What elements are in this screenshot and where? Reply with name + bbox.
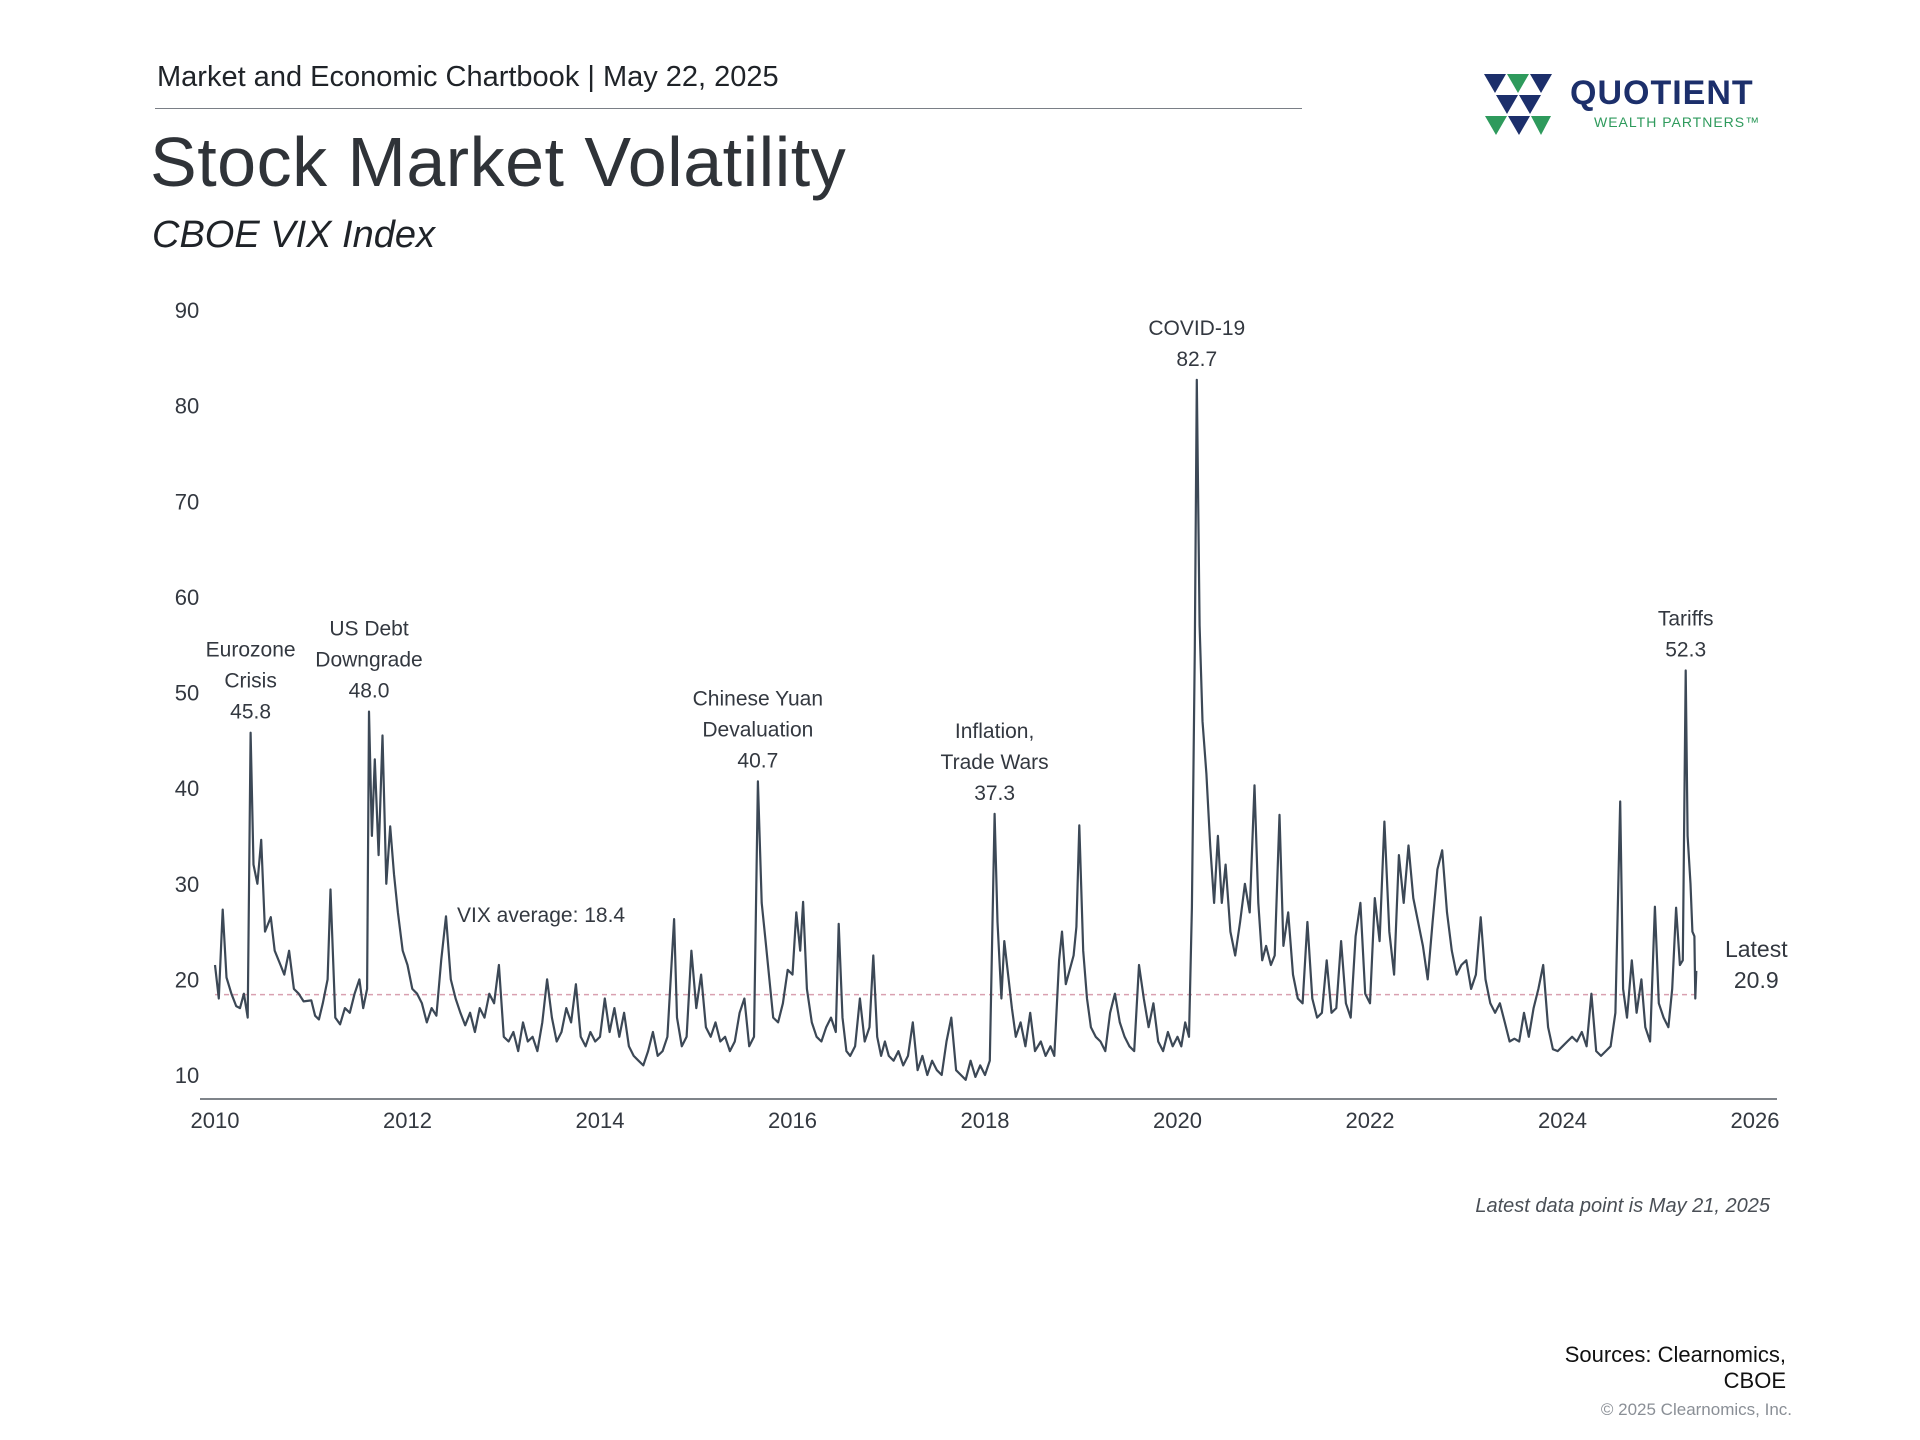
x-tick-label: 2016 <box>768 1108 817 1133</box>
annotation-us-debt: US Debt Downgrade 48.0 <box>315 618 422 703</box>
y-axis-ticks: 10 20 30 40 50 60 70 80 90 <box>175 298 199 1088</box>
sources-line-2: CBOE <box>1723 1368 1786 1393</box>
annotation-latest: Latest 20.9 <box>1725 936 1788 993</box>
page-subtitle: CBOE VIX Index <box>152 214 436 256</box>
vix-series-line <box>213 378 1698 1081</box>
annotation-line: 45.8 <box>230 701 271 724</box>
annotation-eurozone: Eurozone Crisis 45.8 <box>206 639 296 724</box>
copyright: © 2025 Clearnomics, Inc. <box>1600 1400 1792 1419</box>
sources-line-1: Sources: Clearnomics, <box>1564 1342 1786 1367</box>
annotation-line: Crisis <box>224 670 277 693</box>
annotation-line: 37.3 <box>974 782 1015 805</box>
y-tick-label: 40 <box>175 776 199 801</box>
annotation-line: Downgrade <box>315 649 422 672</box>
annotation-line: COVID-19 <box>1148 317 1245 340</box>
annotation-line: 40.7 <box>737 749 778 772</box>
annotation-line: Tariffs <box>1658 608 1714 631</box>
annotation-covid-19: COVID-19 82.7 <box>1148 317 1245 371</box>
x-tick-label: 2026 <box>1731 1108 1780 1133</box>
logo-name: QUOTIENT <box>1570 74 1754 112</box>
x-tick-label: 2018 <box>961 1108 1010 1133</box>
x-tick-label: 2010 <box>191 1108 240 1133</box>
y-tick-label: 90 <box>175 298 199 323</box>
annotation-line: 82.7 <box>1176 348 1217 371</box>
annotation-line: Trade Wars <box>941 751 1049 774</box>
annotation-inflation: Inflation, Trade Wars 37.3 <box>941 720 1049 805</box>
header-divider <box>155 108 1302 109</box>
annotation-line: 48.0 <box>349 680 390 703</box>
y-tick-label: 50 <box>175 681 199 706</box>
company-logo: QUOTIENT WEALTH PARTNERS™ <box>1484 72 1784 142</box>
x-tick-label: 2014 <box>576 1108 625 1133</box>
event-annotations: Eurozone Crisis 45.8 US Debt Downgrade 48.0 Ch… <box>206 317 1789 993</box>
annotation-line: Devaluation <box>702 718 813 741</box>
page-title: Stock Market Volatility <box>150 123 847 201</box>
y-tick-label: 30 <box>175 872 199 897</box>
y-tick-label: 80 <box>175 394 199 419</box>
annotation-line: Eurozone <box>206 639 296 662</box>
annotation-line: 52.3 <box>1665 639 1706 662</box>
y-tick-label: 70 <box>175 489 199 514</box>
annotation-line: Latest <box>1725 936 1788 962</box>
x-tick-label: 2020 <box>1153 1108 1202 1133</box>
annotation-chinese-yuan: Chinese Yuan Devaluation 40.7 <box>693 687 823 772</box>
average-label: VIX average: 18.4 <box>457 904 625 927</box>
x-tick-label: 2012 <box>383 1108 432 1133</box>
latest-data-note: Latest data point is May 21, 2025 <box>1475 1195 1770 1217</box>
sources: Sources: Clearnomics, CBOE <box>1490 1342 1786 1394</box>
annotation-line: 20.9 <box>1734 967 1779 993</box>
logo-mark-icon <box>1484 74 1552 135</box>
annotation-line: Inflation, <box>955 720 1034 743</box>
logo-tagline: WEALTH PARTNERS™ <box>1594 114 1761 130</box>
x-axis-ticks: 2010 2012 2014 2016 2018 2020 2022 2024 2026 <box>191 1108 1780 1133</box>
y-tick-label: 20 <box>175 967 199 992</box>
annotation-line: Chinese Yuan <box>693 687 823 710</box>
y-tick-label: 60 <box>175 585 199 610</box>
annotation-line: US Debt <box>329 618 409 641</box>
y-tick-label: 10 <box>175 1063 199 1088</box>
x-tick-label: 2024 <box>1538 1108 1587 1133</box>
x-tick-label: 2022 <box>1346 1108 1395 1133</box>
chartbook-header: Market and Economic Chartbook | May 22, … <box>157 61 779 93</box>
annotation-tariffs: Tariffs 52.3 <box>1658 608 1714 662</box>
